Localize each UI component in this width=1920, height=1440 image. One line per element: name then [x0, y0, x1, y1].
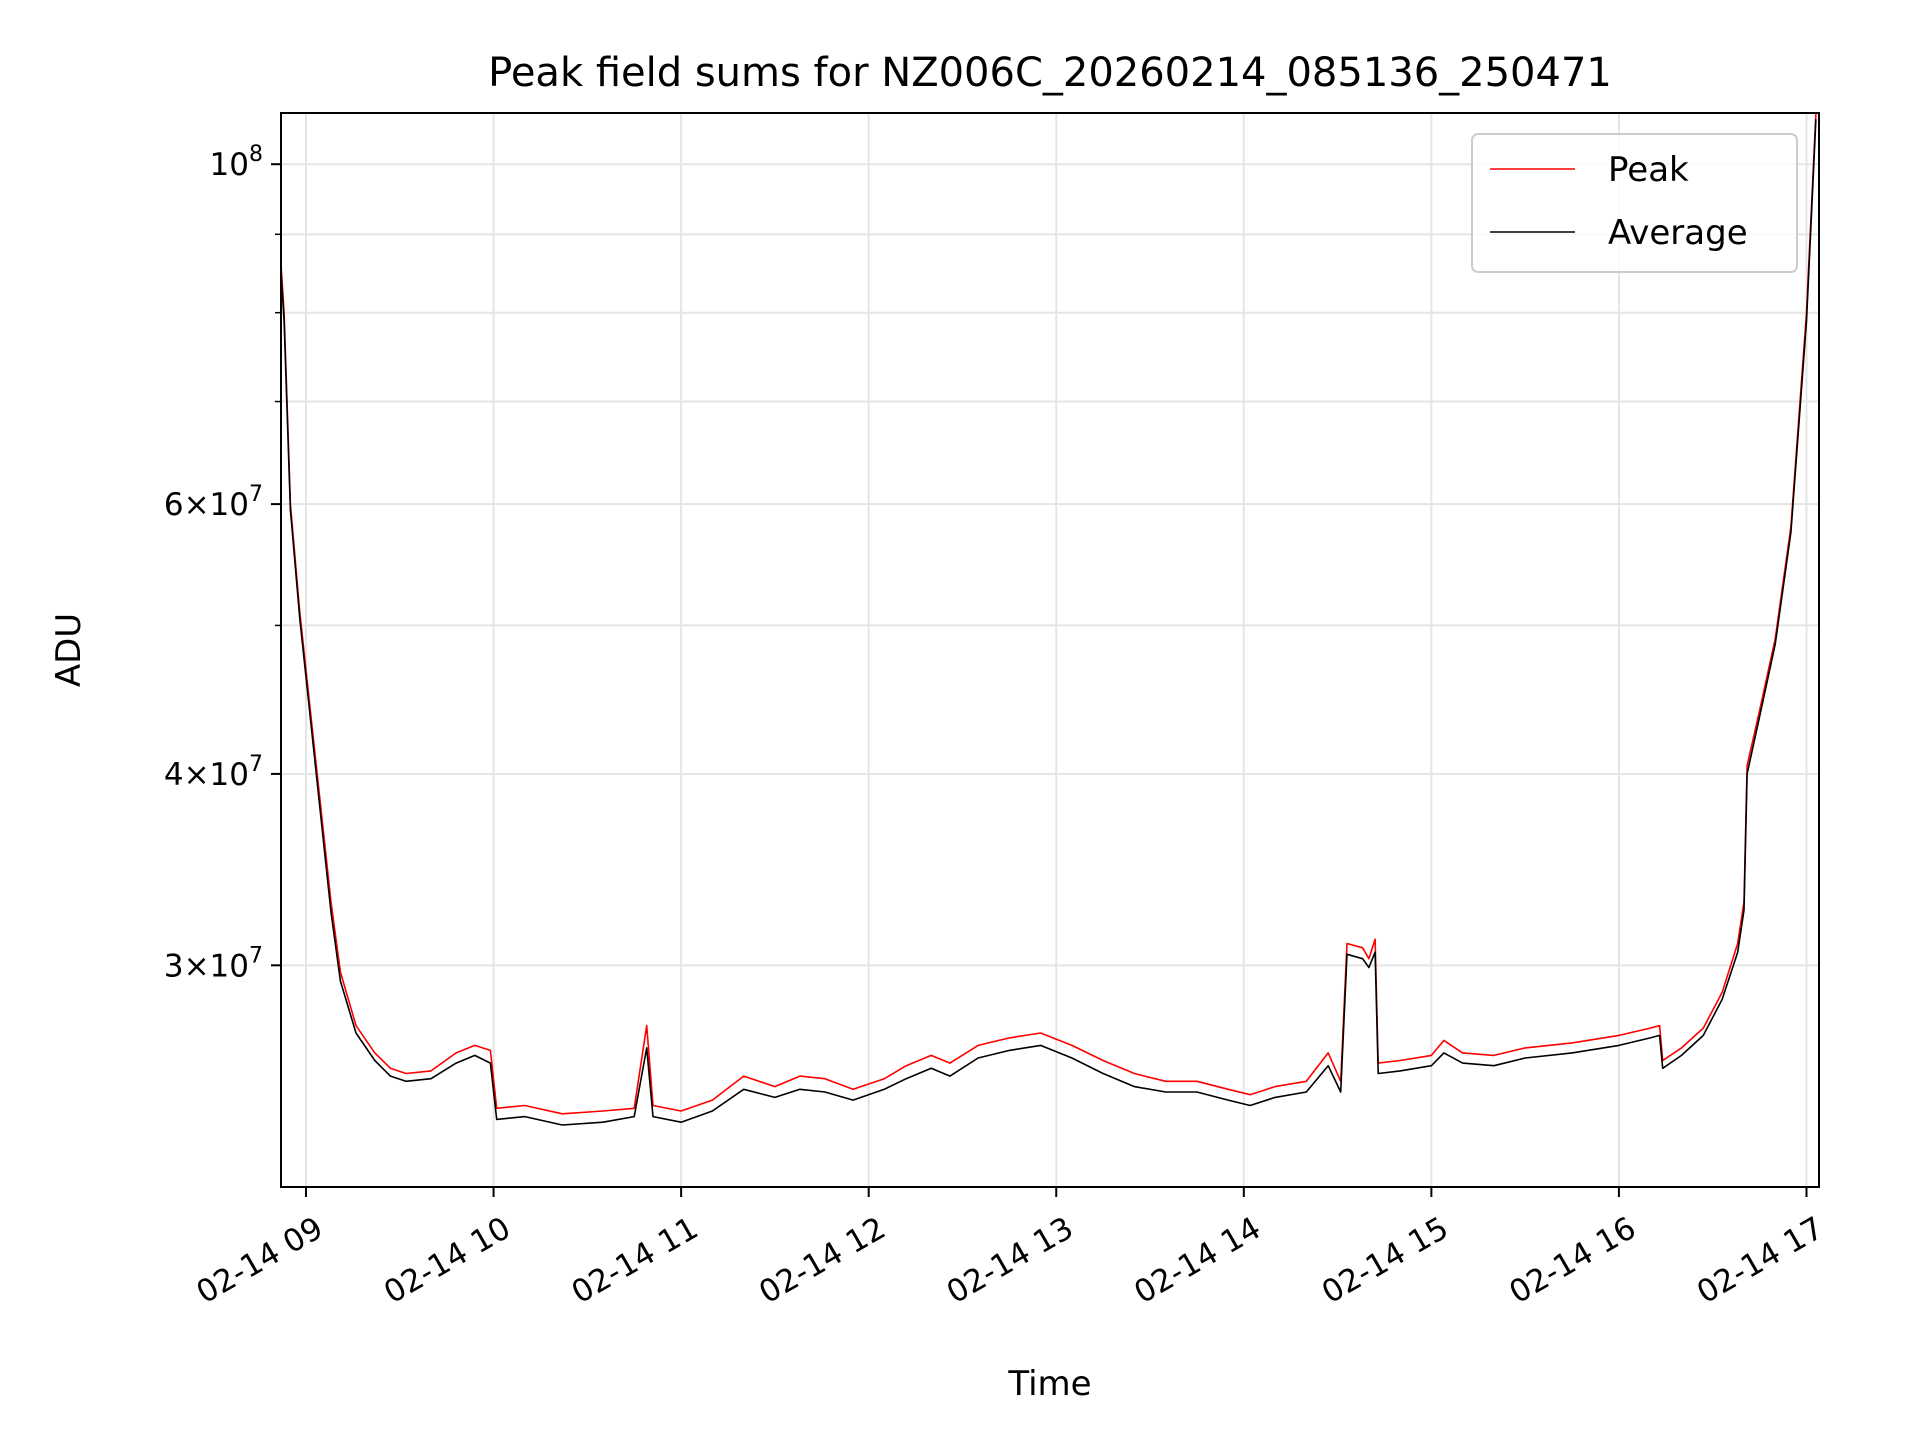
y-tick-label: 108 [210, 142, 263, 183]
chart-title: Peak field sums for NZ006C_20260214_0851… [488, 50, 1612, 96]
y-tick-label: 6×107 [164, 482, 263, 523]
series-line-peak [280, 112, 1817, 1115]
x-axis-label: Time [1007, 1364, 1091, 1404]
legend-label-peak: Peak [1608, 150, 1689, 190]
grid [281, 113, 1819, 1187]
legend: Peak Average [1471, 133, 1798, 273]
y-tick-label: 3×107 [164, 943, 263, 984]
y-axis: 108 6×107 4×107 3×107 [164, 142, 281, 984]
series-line-average [280, 119, 1817, 1126]
y-axis-label: ADU [49, 613, 89, 687]
y-tick-label: 4×107 [164, 752, 263, 793]
legend-label-average: Average [1608, 213, 1748, 253]
plot-frame [280, 112, 1820, 1188]
series-group [280, 112, 1817, 1126]
